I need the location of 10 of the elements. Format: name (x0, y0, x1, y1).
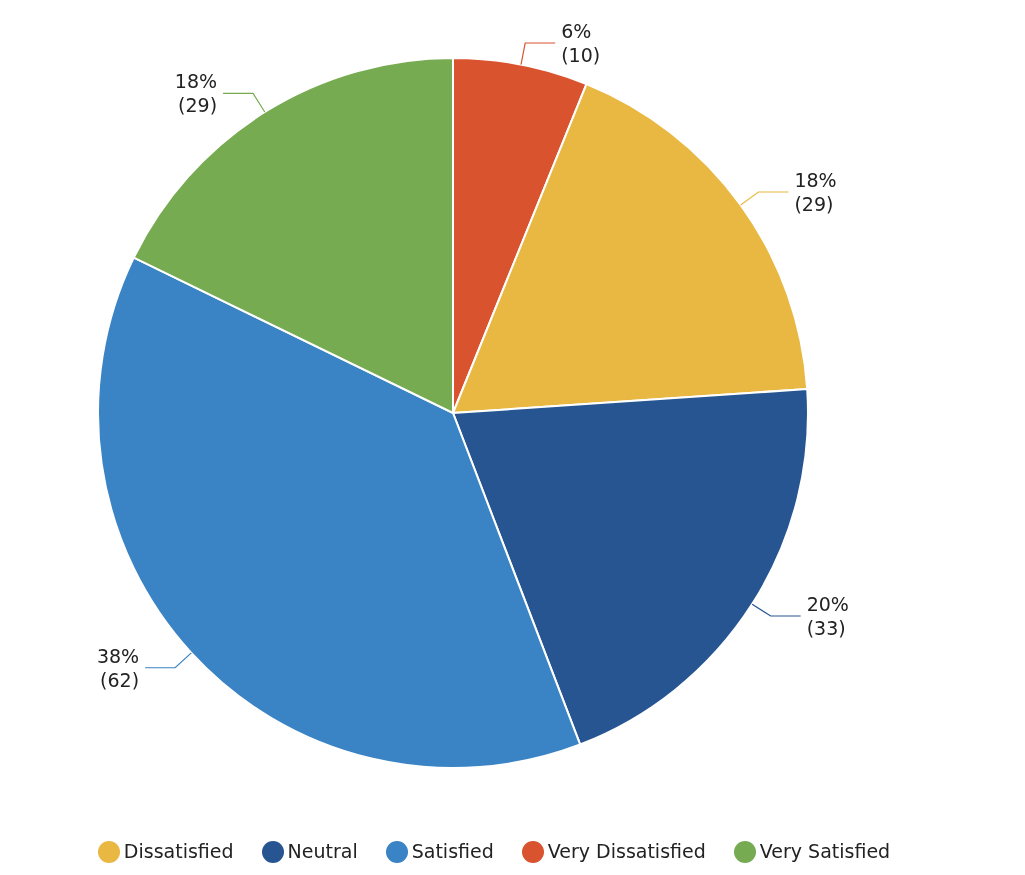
data-label: 18% (29) (174, 69, 218, 116)
legend-label: Neutral (287, 839, 358, 862)
legend-label: Very Dissatisfied (547, 839, 706, 862)
legend-label: Very Satisfied (759, 839, 891, 862)
data-label: 38% (62) (96, 644, 140, 691)
data-label: 20% (33) (806, 592, 849, 639)
data-label: 6% (10) (561, 19, 601, 66)
legend-label: Dissatisfied (123, 839, 234, 862)
data-label: 18% (29) (794, 168, 837, 215)
legend-label: Satisfied (411, 839, 494, 862)
